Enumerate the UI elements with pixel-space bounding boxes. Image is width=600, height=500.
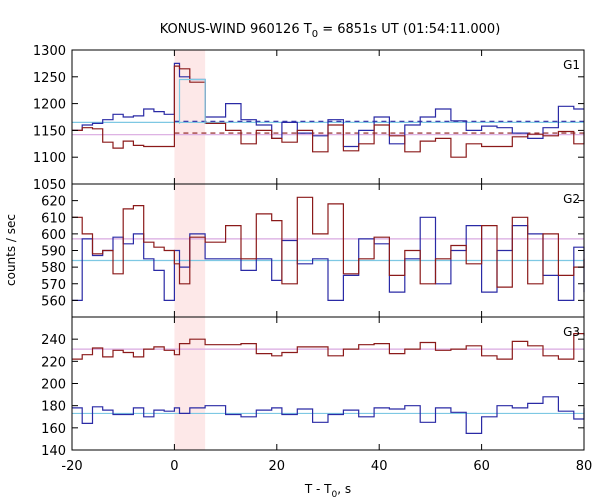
panel-label: G2 bbox=[563, 192, 580, 206]
panel-g3 bbox=[72, 333, 585, 434]
ytick-label: 570 bbox=[41, 278, 66, 293]
xtick-label: 80 bbox=[576, 459, 593, 474]
xlabel-main: T - T bbox=[304, 482, 332, 496]
ytick-label: 1250 bbox=[33, 71, 66, 86]
ytick-label: 580 bbox=[41, 261, 66, 276]
frame-layer bbox=[71, 49, 585, 451]
xtick-label: 60 bbox=[473, 459, 490, 474]
series-blue-g1 bbox=[72, 62, 584, 148]
series-blue-g3 bbox=[72, 396, 585, 434]
y-axis-label: counts / sec bbox=[4, 214, 18, 286]
panel-label: G3 bbox=[563, 325, 580, 339]
ytick-label: 180 bbox=[41, 400, 66, 415]
text-layer: KONUS-WIND 960126 T0 = 6851s UT (01:54:1… bbox=[4, 22, 592, 500]
xtick-label: 40 bbox=[371, 459, 388, 474]
ytick-label: 1200 bbox=[33, 98, 66, 113]
series-red-g1 bbox=[72, 65, 585, 158]
xtick-label: -20 bbox=[61, 459, 82, 474]
ytick-label: 600 bbox=[41, 228, 66, 243]
ytick-label: 160 bbox=[41, 422, 66, 437]
ytick-label: 1300 bbox=[33, 44, 66, 59]
ytick-label: 1050 bbox=[33, 178, 66, 193]
panels-layer bbox=[72, 62, 585, 434]
xlabel-rest: , s bbox=[337, 482, 351, 496]
panel-frame bbox=[71, 316, 585, 451]
x-axis-label: T - T0, s bbox=[304, 482, 351, 500]
title-subscript: 0 bbox=[312, 29, 318, 40]
panel-frame bbox=[71, 49, 585, 185]
xtick-label: 0 bbox=[170, 459, 178, 474]
title-main: KONUS-WIND 960126 T bbox=[160, 22, 312, 37]
ytick-label: 1100 bbox=[33, 151, 66, 166]
ytick-label: 610 bbox=[41, 211, 66, 226]
ytick-label: 220 bbox=[41, 355, 66, 370]
xlabel-subscript: 0 bbox=[332, 490, 338, 500]
ytick-label: 200 bbox=[41, 378, 66, 393]
series-red-g3 bbox=[72, 333, 585, 360]
panel-label: G1 bbox=[563, 58, 580, 72]
title-rest: = 6851s UT (01:54:11.000) bbox=[318, 22, 500, 37]
series-red-g2 bbox=[72, 196, 585, 288]
ytick-label: 1150 bbox=[33, 124, 66, 139]
chart-title: KONUS-WIND 960126 T0 = 6851s UT (01:54:1… bbox=[160, 22, 501, 40]
xtick-label: 20 bbox=[269, 459, 286, 474]
ytick-label: 240 bbox=[41, 333, 66, 348]
panel-g2 bbox=[72, 196, 585, 301]
panel-g1 bbox=[72, 62, 585, 158]
ytick-label: 590 bbox=[41, 245, 66, 260]
cyan-bin bbox=[178, 78, 206, 124]
ytick-label: 620 bbox=[41, 195, 66, 210]
ytick-label: 140 bbox=[41, 444, 66, 459]
ytick-label: 560 bbox=[41, 294, 66, 309]
